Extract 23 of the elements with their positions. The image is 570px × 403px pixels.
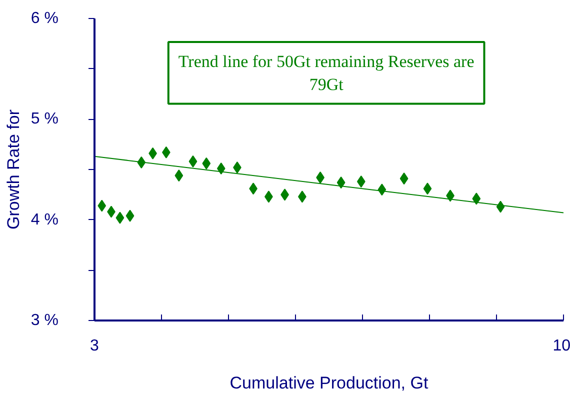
x-tick-label: 10 (552, 338, 570, 354)
x-tick-label: 3 (90, 338, 100, 354)
point (174, 170, 184, 182)
point (356, 176, 366, 188)
point (400, 172, 408, 185)
annotation: Trend line for 50Gt remaining Reserves are 79Gt (178, 52, 474, 94)
point (98, 200, 106, 212)
point (496, 200, 505, 213)
point (336, 176, 346, 189)
y-tick-label: 3 % (30, 312, 59, 329)
point (202, 157, 211, 170)
point (472, 192, 481, 205)
y-tick-label: 5 % (30, 110, 59, 128)
point (378, 184, 386, 196)
point (216, 162, 226, 174)
y-tick-label: 4 % (30, 211, 59, 228)
y-tick-label: 6 % (30, 10, 59, 27)
point (188, 155, 198, 168)
point (126, 210, 134, 222)
y-axis-title: Growth Rate for (4, 109, 23, 230)
point (116, 212, 124, 224)
point (423, 182, 432, 195)
x-axis-title: Cumulative Production, Gt (230, 374, 428, 392)
